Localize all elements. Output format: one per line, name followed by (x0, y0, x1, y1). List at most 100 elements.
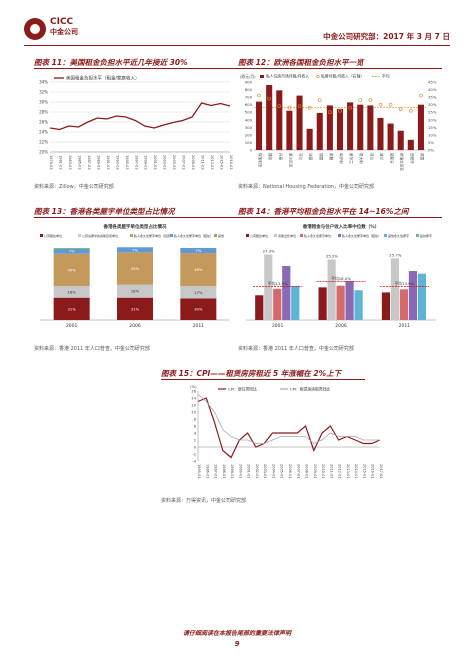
y2-tick-label: 30% (428, 102, 437, 107)
data-label: 17% (194, 290, 203, 295)
bar (417, 104, 424, 150)
x-tick-label: 2001 (272, 323, 284, 329)
x-tick-label: 2016-01 (371, 464, 375, 479)
x-tick-label: 1999-01 (230, 464, 234, 479)
legend-label: 美国租金负担水平（租金/家庭收入） (66, 75, 140, 82)
x-tick-label: 芬兰 (299, 153, 304, 161)
y-tick-label: 28% (39, 110, 48, 115)
bar (390, 258, 400, 320)
x-tick-label: 波兰 (379, 153, 384, 161)
rent-ratio-point (328, 110, 332, 115)
page-number: 9 (234, 640, 240, 648)
bar (399, 289, 409, 320)
x-tick-label: 1991-03 (106, 155, 110, 170)
legend-label: 私人永久性屋宇单位（自置） (134, 233, 173, 238)
x-tick-label: 2006 (335, 323, 347, 329)
y2-tick-label: 10% (428, 132, 437, 137)
logo-subname: 中金公司 (50, 28, 78, 36)
legend-label: CPI：居住类同比 (228, 387, 257, 392)
y-tick-label: 600 (245, 102, 253, 107)
stacked-bar-segment (180, 298, 217, 320)
x-tick-label: 2013-01 (346, 464, 350, 479)
data-label: 31% (67, 306, 76, 311)
stacked-bar-segment (180, 248, 217, 254)
x-tick-label: 1985-03 (77, 155, 81, 170)
x-tick-label: 丹麦 (278, 153, 283, 161)
fig11-chart: 20% 22% 24% 26% 28% 30% 32% 34% 1979-03 1981-03 19… (39, 75, 233, 170)
legend-label: 私人永久性屋宇单位（租住） (342, 233, 381, 238)
fig12-title: 图表 12：欧洲各国租金负担水平一览 (238, 58, 364, 67)
x-tick-label: 2005-01 (280, 464, 284, 479)
x-tick-label: 2001 (66, 323, 78, 329)
x-tick-label: 2007-01 (296, 464, 300, 479)
average-label: 平均13.9% (395, 281, 415, 286)
y-tick-label: 100 (245, 140, 253, 145)
x-tick-label: 2012-01 (338, 464, 342, 479)
stacked-bar-segment (180, 286, 217, 299)
bar (316, 112, 323, 150)
bar (296, 95, 303, 150)
x-tick-label: 2016-01 (229, 155, 233, 170)
x-tick-label: 1989-03 (96, 155, 100, 170)
rent-ratio-point (307, 105, 312, 110)
x-tick-label: 意大利 (359, 153, 364, 164)
x-tick-label: 2007-03 (182, 155, 186, 170)
fig14-title: 图表 14：香港平均租金负担水平在 14~16%之间 (238, 207, 409, 216)
rent-ratio-point (267, 96, 271, 101)
fig12-chart: (欧元/月) 0 100 200 300 400 500 600 700 800 900 0% 5% 10… (240, 74, 437, 172)
bar (407, 139, 414, 150)
bar (306, 128, 313, 150)
y-tick-label: 16 (191, 389, 196, 394)
logo-name: CICC (50, 17, 74, 27)
legend-swatch (170, 234, 173, 237)
legend-swatch (300, 234, 303, 237)
x-tick-label: 1998-01 (222, 464, 226, 479)
legend-swatch (260, 75, 264, 78)
y2-tick-label: 45% (428, 80, 437, 85)
rent-ratio-point (388, 102, 393, 107)
data-label: 45% (67, 267, 76, 272)
y-tick-label: -4 (192, 459, 196, 464)
y-tick-label: -2 (192, 452, 196, 457)
x-tick-label: 2017-01 (379, 464, 383, 479)
data-label: 25.7% (389, 252, 401, 257)
rent-ratio-point (297, 104, 302, 108)
x-tick-label: 1981-03 (58, 155, 62, 170)
x-tick-label: 匈牙利 (339, 153, 344, 164)
x-tick-label: 英国 (420, 153, 425, 161)
bar (387, 123, 394, 150)
y-tick-label: 22% (39, 140, 48, 145)
data-label: 27.3% (263, 248, 275, 253)
cicc-logo-icon (24, 18, 46, 40)
x-tick-label: 1995-01 (197, 464, 201, 479)
stacked-bar-segment (53, 248, 90, 254)
bar (408, 271, 418, 320)
stacked-bar-segment (180, 253, 217, 287)
rent-ratio-point (287, 105, 292, 110)
y-tick-label: 300 (245, 125, 253, 130)
legend-swatch (316, 74, 320, 79)
data-label: 7% (69, 249, 75, 254)
data-label: 16% (67, 289, 76, 294)
y-tick-label: 0 (194, 445, 197, 450)
stacked-bar-segment (53, 286, 90, 298)
legend-label: CPI：租赁房房租类同比 (290, 387, 330, 392)
y-axis-label: (欧元/月) (240, 74, 256, 79)
fig14-source: 资料来源：香港 2011 年人口普查，中金公司研究部 (238, 346, 354, 352)
bar (264, 254, 273, 320)
fig15-source: 资料来源：万得资讯，中金公司研究部 (161, 498, 247, 504)
average-label: 平均13.9% (268, 281, 288, 286)
bar (377, 117, 384, 150)
fig11-source: 资料来源：Zillow，中金公司研究部 (34, 184, 114, 190)
data-label: 7% (132, 247, 138, 252)
y-tick-label: 200 (245, 132, 253, 137)
bar (318, 287, 327, 320)
header-divider (24, 45, 450, 46)
y-tick-label: 500 (245, 110, 253, 115)
logo-text: CICC 中金公司 (50, 17, 78, 37)
bar (336, 285, 345, 320)
average-label: 平均16.0% (331, 276, 351, 281)
x-tick-label: 2014-01 (354, 464, 358, 479)
rent-ratio-point (338, 108, 342, 113)
rent-ratio-point (317, 98, 322, 102)
